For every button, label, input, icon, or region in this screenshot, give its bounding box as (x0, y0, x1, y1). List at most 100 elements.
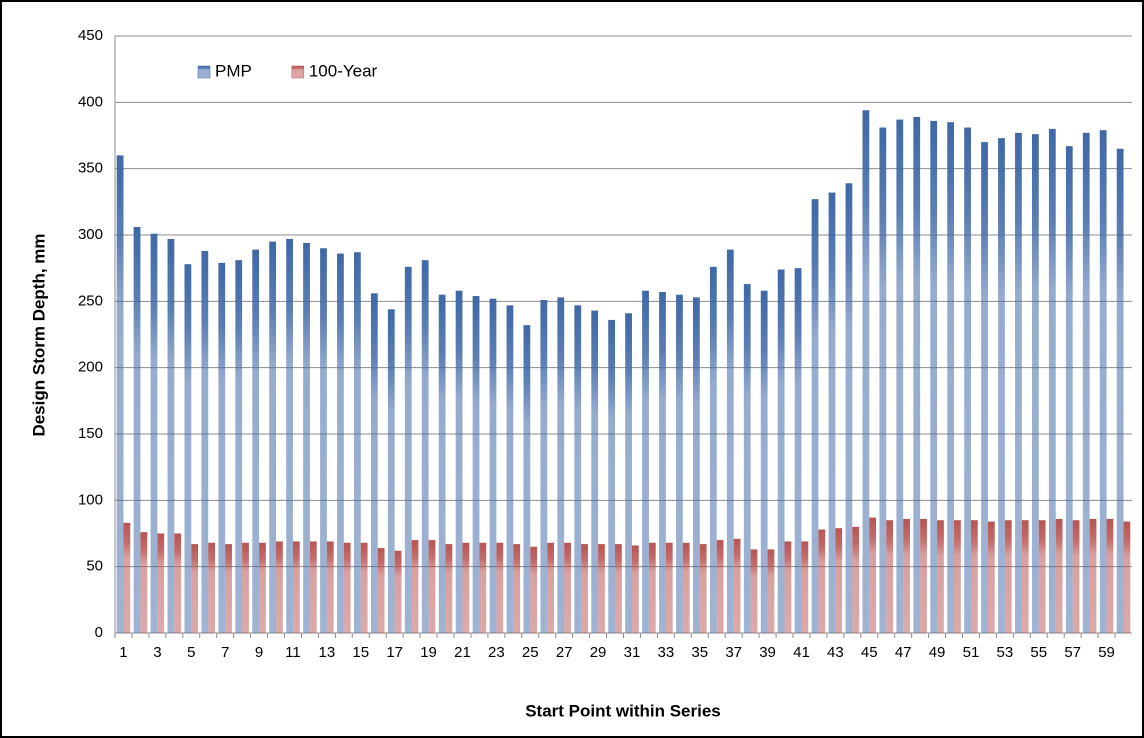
bar (1055, 518, 1063, 633)
y-tick-label: 200 (78, 359, 103, 376)
bar (1031, 134, 1039, 633)
bar (998, 138, 1005, 634)
x-tick-label: 43 (827, 644, 844, 661)
bar (733, 538, 741, 633)
x-tick-label: 7 (221, 644, 229, 661)
bar (150, 233, 158, 633)
bar (292, 541, 300, 633)
bar (879, 127, 887, 633)
x-tick-label: 41 (793, 644, 810, 661)
bar (886, 520, 894, 633)
bar (523, 325, 531, 633)
y-tick-label: 400 (78, 93, 103, 110)
bar (1099, 130, 1107, 633)
legend-swatch (291, 65, 305, 79)
bar (615, 544, 622, 633)
bar (1106, 518, 1114, 633)
bar (269, 241, 277, 633)
bar (208, 542, 216, 633)
bar (276, 541, 283, 633)
bar (377, 548, 385, 633)
bar (1038, 520, 1046, 633)
bar (1021, 520, 1029, 633)
x-tick-label: 47 (895, 644, 912, 661)
legend-swatch (197, 65, 211, 79)
bar (726, 249, 734, 634)
bar (665, 542, 673, 633)
bar (608, 319, 616, 633)
bar (489, 298, 497, 633)
bar (343, 542, 351, 633)
x-tick-label: 11 (285, 644, 301, 661)
bar (184, 264, 192, 633)
x-tick-label: 1 (119, 644, 127, 661)
bar (157, 533, 165, 633)
bar (479, 542, 487, 633)
bar (1015, 132, 1022, 633)
x-tick-label: 51 (963, 644, 980, 661)
x-tick-label: 9 (255, 644, 263, 661)
bar (631, 545, 639, 633)
legend-label: 100-Year (309, 61, 378, 80)
bar (981, 142, 988, 633)
bar (682, 542, 690, 633)
bar (462, 542, 470, 633)
bar (920, 518, 927, 633)
bar (743, 284, 751, 633)
x-tick-label: 29 (590, 644, 607, 661)
bar (530, 546, 538, 633)
bar (777, 269, 785, 633)
bar (970, 520, 978, 633)
bar (225, 544, 232, 633)
bar (455, 290, 463, 633)
x-tick-label: 55 (1030, 644, 1047, 661)
bar (784, 541, 792, 633)
bar (811, 199, 819, 633)
x-tick-label: 59 (1098, 644, 1115, 661)
y-tick-label: 250 (78, 292, 103, 309)
bar (540, 300, 548, 633)
bar (421, 260, 429, 633)
x-tick-label: 39 (759, 644, 776, 661)
bar (394, 550, 402, 633)
bar (133, 227, 141, 634)
bar (513, 544, 521, 633)
bar (947, 122, 955, 633)
bar (699, 544, 707, 633)
bar (801, 541, 809, 633)
bar (709, 266, 717, 633)
y-tick-label: 450 (78, 27, 103, 44)
x-tick-label: 19 (420, 644, 437, 661)
bar (964, 127, 971, 633)
x-tick-label: 35 (691, 644, 708, 661)
x-tick-label: 5 (187, 644, 195, 661)
bar (1123, 521, 1131, 633)
bar (1004, 520, 1012, 633)
x-tick-label: 3 (153, 644, 161, 661)
bar (235, 260, 243, 633)
bar (564, 542, 571, 633)
bar (1089, 518, 1097, 633)
bar (496, 542, 504, 633)
bar (574, 305, 582, 633)
bar (676, 294, 683, 633)
x-tick-label: 31 (624, 644, 641, 661)
bar (835, 528, 843, 633)
bar (794, 268, 802, 633)
bar (869, 517, 877, 633)
bar (123, 522, 131, 633)
bar (1065, 146, 1073, 633)
bar (404, 266, 412, 633)
bar (259, 542, 266, 633)
bar (648, 542, 656, 633)
y-tick-label: 350 (78, 160, 103, 177)
bar (360, 542, 368, 633)
bar (845, 183, 853, 633)
bar (472, 296, 480, 633)
x-tick-label: 21 (454, 644, 471, 661)
x-tick-label: 57 (1064, 644, 1081, 661)
y-tick-label: 150 (78, 425, 103, 442)
bar (896, 119, 904, 633)
bar (1082, 132, 1090, 633)
x-tick-label: 13 (319, 644, 336, 661)
